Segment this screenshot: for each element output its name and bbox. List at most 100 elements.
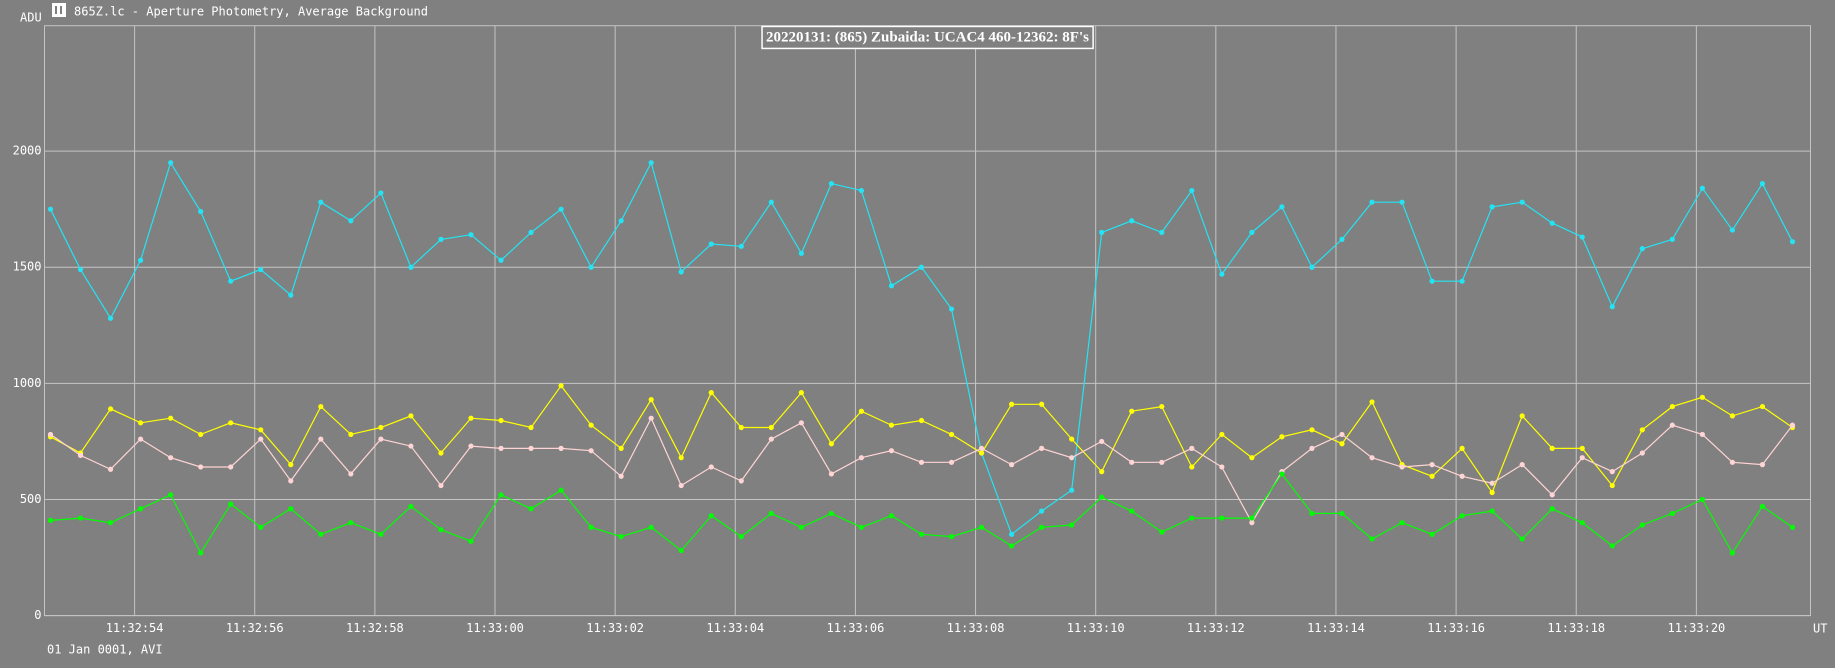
- data-point: [558, 206, 564, 212]
- x-tick-label: 11:32:54: [106, 621, 164, 635]
- data-point: [1609, 482, 1615, 489]
- data-point: [648, 160, 654, 166]
- data-point: [1129, 508, 1135, 514]
- data-point: [318, 531, 324, 537]
- data-point: [828, 441, 834, 447]
- data-point: [768, 424, 774, 431]
- data-point: [1789, 239, 1796, 245]
- data-point: [228, 501, 234, 507]
- data-point: [858, 187, 865, 194]
- data-point: [948, 431, 955, 438]
- data-point: [288, 478, 294, 484]
- data-point: [1759, 181, 1766, 187]
- data-point: [1579, 520, 1585, 526]
- data-point: [708, 513, 714, 519]
- data-point: [1369, 536, 1375, 542]
- data-point: [1249, 515, 1255, 521]
- data-point: [1369, 199, 1375, 205]
- data-point: [1339, 510, 1345, 517]
- data-point: [888, 513, 895, 519]
- data-point: [1489, 480, 1495, 486]
- data-point: [1008, 401, 1015, 407]
- y-tick-label: 1500: [13, 260, 42, 274]
- x-tick-label: 11:33:12: [1187, 621, 1245, 635]
- data-point: [1669, 510, 1675, 517]
- x-tick-label: 11:33:08: [947, 621, 1005, 635]
- data-point: [858, 455, 865, 461]
- data-point: [468, 538, 474, 544]
- data-point: [1339, 441, 1345, 447]
- data-point: [1549, 492, 1555, 498]
- data-point: [918, 264, 925, 270]
- data-point: [228, 420, 234, 426]
- x-tick-label: 11:33:20: [1667, 621, 1725, 635]
- data-point: [528, 445, 534, 451]
- data-point: [168, 415, 174, 421]
- plot-area: 0 500 1000 1500 2000 11:32:54 11:32:56 11:32:58…: [13, 25, 1811, 635]
- data-point: [1309, 510, 1315, 517]
- data-point: [888, 422, 895, 428]
- data-point: [348, 520, 354, 526]
- data-point: [1549, 220, 1555, 226]
- data-point: [1039, 508, 1045, 514]
- data-point: [378, 436, 384, 442]
- data-point: [438, 482, 444, 489]
- data-point: [318, 436, 324, 442]
- data-point: [1099, 469, 1105, 475]
- data-point: [1519, 413, 1525, 419]
- data-point: [498, 445, 504, 451]
- data-point: [1249, 520, 1255, 526]
- data-point: [948, 534, 955, 540]
- data-point: [1219, 431, 1225, 438]
- data-point: [798, 524, 804, 530]
- data-point: [438, 450, 444, 456]
- data-point: [288, 462, 294, 468]
- data-point: [1099, 229, 1105, 235]
- data-point: [1279, 204, 1285, 210]
- data-point: [1069, 487, 1075, 493]
- data-point: [528, 424, 534, 431]
- data-point: [138, 436, 144, 442]
- data-point: [1639, 522, 1645, 528]
- data-point: [1189, 464, 1195, 470]
- data-point: [618, 445, 624, 451]
- data-point: [468, 415, 474, 421]
- data-point: [1789, 524, 1796, 530]
- data-point: [1069, 455, 1075, 461]
- data-point: [738, 424, 744, 431]
- data-point: [1129, 408, 1135, 414]
- data-point: [768, 199, 774, 205]
- data-point: [978, 450, 985, 456]
- data-point: [228, 464, 234, 470]
- data-point: [948, 306, 955, 312]
- data-point: [198, 550, 204, 556]
- data-point: [1759, 503, 1766, 510]
- data-point: [77, 266, 84, 273]
- chart-title: 20220131: (865) Zubaida: UCAC4 460-12362…: [766, 29, 1089, 45]
- data-point: [258, 427, 264, 433]
- data-point: [408, 413, 414, 419]
- y-tick-label: 500: [20, 492, 42, 506]
- data-point: [978, 524, 985, 530]
- data-point: [1429, 531, 1435, 537]
- data-point: [1429, 473, 1435, 479]
- data-point: [1249, 229, 1255, 235]
- data-point: [1069, 436, 1075, 442]
- data-point: [1519, 199, 1525, 205]
- app-icon: [52, 3, 66, 17]
- data-point: [828, 471, 834, 477]
- x-tick-label: 11:33:00: [466, 621, 524, 635]
- data-point: [528, 506, 534, 512]
- data-point: [468, 443, 474, 449]
- data-point: [918, 531, 925, 537]
- data-point: [858, 408, 865, 414]
- data-point: [258, 436, 264, 442]
- data-point: [1189, 445, 1195, 451]
- data-point: [168, 160, 174, 166]
- data-point: [1159, 529, 1165, 535]
- data-point: [1639, 450, 1645, 456]
- data-point: [1219, 515, 1225, 521]
- window-title: 865Z.lc - Aperture Photometry, Average B…: [74, 5, 428, 19]
- data-point: [558, 383, 564, 389]
